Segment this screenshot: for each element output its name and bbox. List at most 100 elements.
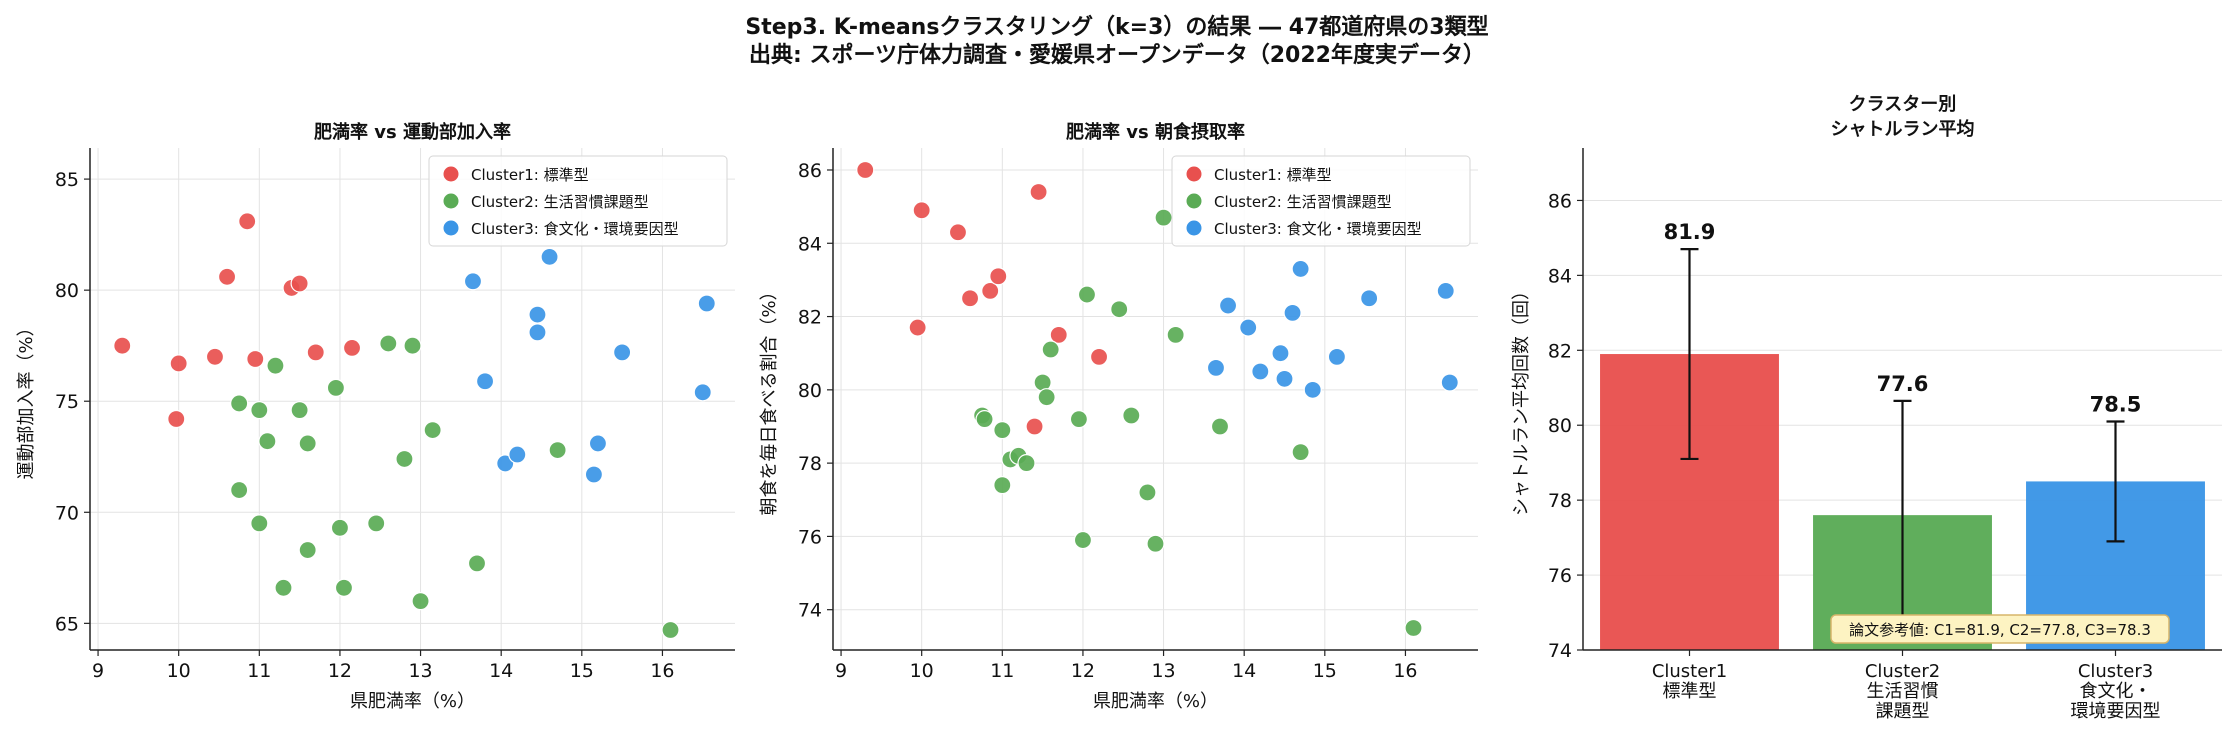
data-point-cluster2 [1041, 340, 1060, 359]
x-tick-label: 16 [1393, 660, 1417, 682]
data-point-cluster3 [1440, 373, 1459, 392]
data-point-cluster1 [1029, 182, 1048, 202]
data-point-cluster2 [258, 432, 277, 451]
data-point-cluster3 [528, 323, 547, 342]
x-tick-label: 生活習慣 [1867, 681, 1939, 702]
legend-box [1171, 155, 1471, 247]
y-tick-label: 70 [55, 502, 79, 524]
data-point-cluster3 [693, 383, 712, 402]
data-point-cluster2 [1210, 417, 1230, 436]
bar-value-label: 77.6 [1877, 372, 1929, 396]
legend-box [428, 155, 728, 247]
x-axis-label: 県肥満率（%） [1093, 691, 1218, 712]
data-point-cluster3 [1436, 281, 1455, 301]
data-point-cluster2 [467, 554, 487, 573]
x-tick-label: 10 [910, 660, 934, 682]
data-point-cluster2 [1138, 483, 1157, 502]
data-point-cluster3 [584, 465, 604, 484]
annotation-text: 論文参考値: C1=81.9, C2=77.8, C3=78.3 [1849, 621, 2151, 639]
panel-title: 肥満率 vs 朝食摂取率 [1065, 121, 1245, 143]
legend-marker [442, 219, 460, 237]
y-tick-label: 80 [55, 280, 79, 302]
y-axis-label: シャトルラン平均回数（回） [1511, 282, 1532, 516]
data-point-cluster1 [342, 338, 362, 358]
x-tick-label: 11 [990, 660, 1014, 682]
data-point-cluster2 [230, 480, 249, 500]
y-tick-label: 75 [55, 391, 79, 413]
legend-entry: Cluster2: 生活習慣課題型 [1214, 193, 1392, 211]
x-tick-label: 課題型 [1876, 701, 1930, 722]
data-point-cluster1 [948, 223, 968, 242]
legend-marker [1185, 192, 1203, 210]
x-tick-label: 15 [570, 660, 594, 682]
data-point-cluster1 [960, 289, 980, 308]
y-axis-label: 運動部加入率（%） [16, 318, 37, 479]
y-tick-label: 80 [798, 380, 822, 402]
y-tick-label: 80 [1548, 415, 1572, 437]
data-point-cluster1 [205, 347, 225, 366]
legend-entry: Cluster1: 標準型 [471, 166, 589, 184]
x-tick-label: 16 [650, 660, 674, 682]
data-point-cluster2 [326, 378, 346, 397]
legend-entry: Cluster1: 標準型 [1214, 166, 1332, 184]
x-axis-label: 県肥満率（%） [350, 691, 475, 712]
data-point-cluster2 [230, 394, 249, 413]
data-point-cluster3 [1283, 303, 1302, 322]
data-point-cluster2 [1291, 443, 1310, 462]
data-point-cluster3 [697, 294, 716, 313]
y-tick-label: 82 [798, 307, 822, 329]
legend-marker [1185, 219, 1203, 237]
data-point-cluster2 [250, 401, 269, 420]
data-point-cluster3 [1327, 347, 1347, 366]
data-point-cluster2 [1166, 325, 1185, 344]
data-point-cluster1 [246, 349, 265, 369]
data-point-cluster3 [1303, 380, 1322, 399]
data-point-cluster1 [1025, 417, 1044, 436]
legend-marker [442, 192, 460, 210]
x-tick-label: 13 [408, 660, 432, 682]
y-tick-label: 85 [55, 169, 79, 191]
data-point-cluster3 [540, 247, 559, 266]
data-point-cluster2 [423, 420, 442, 440]
data-point-cluster3 [1291, 259, 1310, 279]
y-tick-label: 74 [1548, 640, 1572, 662]
data-point-cluster1 [912, 201, 931, 220]
x-tick-label: Cluster3 [2078, 661, 2153, 682]
legend: Cluster1: 標準型 Cluster2: 生活習慣課題型 Cluster3: … [428, 155, 728, 247]
data-point-cluster2 [1077, 285, 1097, 304]
data-point-cluster2 [1110, 300, 1129, 319]
data-point-cluster2 [661, 620, 680, 640]
y-tick-label: 84 [1548, 265, 1572, 287]
data-point-cluster2 [330, 518, 350, 537]
x-tick-label: Cluster2 [1865, 661, 1940, 682]
data-point-cluster2 [403, 336, 422, 355]
data-point-cluster2 [1073, 530, 1093, 550]
x-tick-label: 15 [1313, 660, 1337, 682]
data-point-cluster3 [463, 272, 483, 291]
legend-entry: Cluster3: 食文化・環境要因型 [471, 220, 679, 238]
x-tick-label: 9 [835, 660, 847, 682]
data-point-cluster3 [475, 372, 495, 391]
y-axis-label: 朝食を毎日食べる割合（%） [759, 282, 780, 515]
legend: Cluster1: 標準型 Cluster2: 生活習慣課題型 Cluster3: … [1171, 155, 1471, 247]
data-point-cluster3 [613, 343, 632, 362]
figure-subtitle: 出典: スポーツ庁体力調査・愛媛県オープンデータ（2022年度実データ） [749, 42, 1485, 68]
data-point-cluster1 [306, 343, 325, 362]
x-tick-label: 10 [167, 660, 191, 682]
x-tick-label: 13 [1151, 660, 1175, 682]
annotation-box [1830, 614, 2170, 644]
data-point-cluster1 [856, 160, 875, 180]
data-point-cluster2 [993, 421, 1012, 440]
data-point-cluster1 [1049, 325, 1068, 344]
x-tick-label: 11 [247, 660, 271, 682]
x-tick-label: 環境要因型 [2071, 701, 2161, 722]
data-point-cluster2 [548, 440, 567, 460]
data-point-cluster3 [1271, 344, 1290, 363]
data-point-cluster2 [274, 578, 293, 597]
data-point-cluster2 [298, 434, 317, 453]
data-point-cluster2 [266, 356, 285, 375]
panel-title: シャトルラン平均 [1831, 118, 1975, 140]
x-tick-label: 食文化・ [2080, 681, 2152, 702]
data-point-cluster1 [167, 409, 186, 429]
